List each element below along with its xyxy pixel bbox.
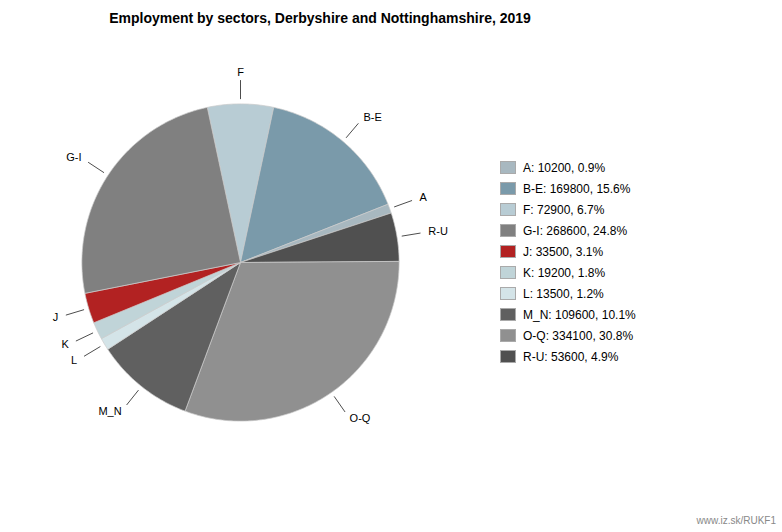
html-text:F: 72900, 6.7%: F: 72900, 6.7% [523,202,605,217]
svg-text:J: J [53,311,59,323]
svg-text:O-Q: O-Q [350,412,371,424]
html-text:L: 13500, 1.2%: L: 13500, 1.2% [523,286,604,301]
html-text:G-I: 268600, 24.8%: G-I: 268600, 24.8% [523,223,628,238]
html-text:www.iz.sk/RUKF1: www.iz.sk/RUKF1 [696,515,776,526]
svg-text:K: K [61,338,69,350]
svg-text:G-I: G-I [66,151,81,163]
html-text:O-Q: 334100, 30.8%: O-Q: 334100, 30.8% [523,328,634,343]
svg-text:B-E: B-E [364,111,382,123]
html-text:A: 10200, 0.9%: A: 10200, 0.9% [523,160,606,175]
html-text:B-E: 169800, 15.6%: B-E: 169800, 15.6% [523,181,631,196]
svg-text:M_N: M_N [98,405,121,417]
svg-text:F: F [237,66,244,78]
svg-text:R-U: R-U [428,225,448,237]
html-text:J: 33500, 3.1%: J: 33500, 3.1% [523,244,604,259]
svg-text:A: A [420,191,428,203]
html-text:Employment by sectors, Derbysh: Employment by sectors, Derbyshire and No… [109,10,531,26]
html-text:R-U: 53600, 4.9%: R-U: 53600, 4.9% [523,349,619,364]
svg-text:L: L [71,354,77,366]
html-text:K: 19200, 1.8%: K: 19200, 1.8% [523,265,606,280]
html-text:M_N: 109600, 10.1%: M_N: 109600, 10.1% [523,307,636,322]
